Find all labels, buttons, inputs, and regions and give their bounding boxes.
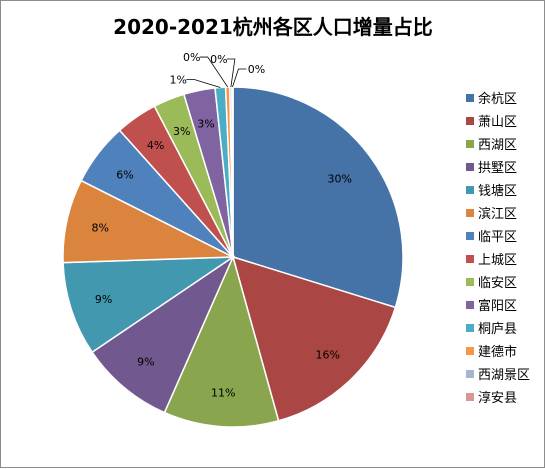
pie-slices bbox=[62, 86, 404, 428]
legend: 余杭区萧山区西湖区拱墅区钱塘区滨江区临平区上城区临安区富阳区桐庐县建德市西湖景区… bbox=[466, 91, 530, 406]
pie-data-label: 3% bbox=[173, 125, 190, 138]
leader-line bbox=[232, 68, 247, 88]
legend-label-拱墅区: 拱墅区 bbox=[478, 161, 517, 176]
pie-data-label: 4% bbox=[147, 139, 164, 152]
legend-swatch-临安区 bbox=[466, 278, 474, 286]
pie-data-label: 3% bbox=[197, 118, 214, 131]
pie-labels: 30% 16% 11% 9% 9% 8% 6% 4% 3% 3% 1% 0% 0% 0% bbox=[91, 51, 352, 400]
legend-label-滨江区: 滨江区 bbox=[478, 206, 517, 222]
legend-swatch-建德市 bbox=[466, 347, 474, 355]
legend-label-临平区: 临平区 bbox=[478, 230, 517, 245]
legend-label-钱塘区: 钱塘区 bbox=[478, 183, 517, 199]
legend-label-桐庐县: 桐庐县 bbox=[478, 322, 517, 337]
pie-slice-西湖区 bbox=[163, 254, 280, 428]
legend-swatch-滨江区 bbox=[466, 209, 474, 217]
pie-data-label: 8% bbox=[91, 222, 108, 235]
pie-data-label: 0% bbox=[248, 63, 265, 76]
pie-slice-淳安县 bbox=[231, 86, 234, 258]
legend-label-西湖景区: 西湖景区 bbox=[478, 368, 530, 383]
leader-line bbox=[186, 79, 221, 88]
legend-swatch-西湖景区 bbox=[466, 370, 474, 378]
pie-data-label: 11% bbox=[211, 387, 235, 400]
legend-label-建德市: 建德市 bbox=[478, 344, 517, 360]
legend-label-西湖区: 西湖区 bbox=[478, 138, 517, 153]
legend-swatch-临平区 bbox=[466, 232, 474, 240]
legend-label-萧山区: 萧山区 bbox=[478, 115, 517, 130]
legend-swatch-富阳区 bbox=[466, 301, 474, 309]
pie-slice-余杭区 bbox=[232, 86, 404, 309]
legend-swatch-拱墅区 bbox=[466, 163, 474, 171]
pie-data-label: 1% bbox=[170, 73, 187, 86]
pie-slice-拱墅区 bbox=[91, 254, 235, 414]
legend-swatch-上城区 bbox=[466, 255, 474, 263]
pie-data-label: 16% bbox=[316, 349, 340, 362]
legend-swatch-桐庐县 bbox=[466, 324, 474, 332]
legend-swatch-淳安县 bbox=[466, 393, 474, 401]
chart-title: 2020-2021杭州各区人口增量占比 bbox=[113, 15, 433, 39]
legend-swatch-西湖区 bbox=[466, 140, 474, 148]
legend-label-富阳区: 富阳区 bbox=[478, 298, 517, 314]
pie-slice-钱塘区 bbox=[62, 256, 236, 354]
leader-line bbox=[226, 58, 236, 88]
legend-label-临安区: 临安区 bbox=[478, 276, 517, 291]
legend-swatch-萧山区 bbox=[466, 117, 474, 125]
pie-data-label: 0% bbox=[210, 53, 227, 66]
pie-data-label: 30% bbox=[328, 172, 352, 185]
legend-label-淳安县: 淳安县 bbox=[478, 390, 517, 406]
legend-swatch-钱塘区 bbox=[466, 186, 474, 194]
pie-slice-萧山区 bbox=[231, 255, 397, 422]
pie-data-label: 9% bbox=[95, 293, 112, 306]
legend-swatch-余杭区 bbox=[466, 94, 474, 102]
pie-data-label: 0% bbox=[183, 51, 200, 64]
legend-label-余杭区: 余杭区 bbox=[478, 91, 517, 107]
pie-data-label: 9% bbox=[137, 355, 154, 368]
leader-line bbox=[199, 56, 229, 88]
legend-label-上城区: 上城区 bbox=[478, 253, 517, 268]
pie-data-label: 6% bbox=[116, 168, 133, 181]
